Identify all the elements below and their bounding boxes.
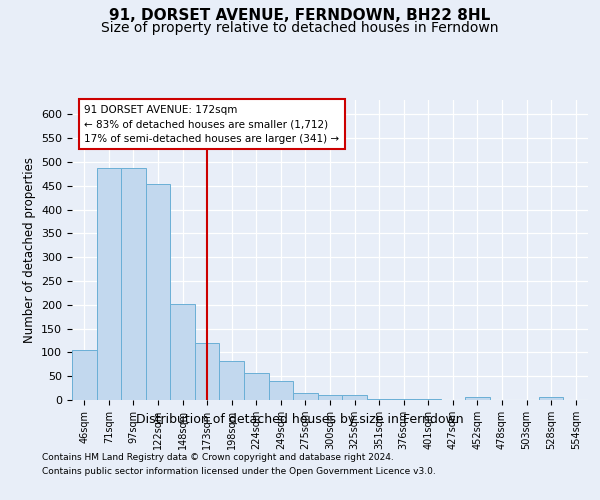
Bar <box>195 343 220 400</box>
Bar <box>391 399 416 400</box>
Bar <box>121 168 146 400</box>
Text: Distribution of detached houses by size in Ferndown: Distribution of detached houses by size … <box>136 412 464 426</box>
Text: 91, DORSET AVENUE, FERNDOWN, BH22 8HL: 91, DORSET AVENUE, FERNDOWN, BH22 8HL <box>109 8 491 22</box>
Text: Size of property relative to detached houses in Ferndown: Size of property relative to detached ho… <box>101 21 499 35</box>
Bar <box>146 184 170 400</box>
Bar <box>318 395 342 400</box>
Bar <box>97 168 121 400</box>
Text: 91 DORSET AVENUE: 172sqm
← 83% of detached houses are smaller (1,712)
17% of sem: 91 DORSET AVENUE: 172sqm ← 83% of detach… <box>84 104 340 144</box>
Bar <box>367 398 391 400</box>
Bar <box>293 393 318 400</box>
Bar <box>269 381 293 400</box>
Bar <box>220 361 244 400</box>
Bar <box>72 350 97 400</box>
Text: Contains public sector information licensed under the Open Government Licence v3: Contains public sector information licen… <box>42 468 436 476</box>
Bar <box>342 395 367 400</box>
Bar <box>170 304 195 400</box>
Bar <box>539 396 563 400</box>
Bar <box>416 398 440 400</box>
Y-axis label: Number of detached properties: Number of detached properties <box>23 157 35 343</box>
Bar <box>244 373 269 400</box>
Text: Contains HM Land Registry data © Crown copyright and database right 2024.: Contains HM Land Registry data © Crown c… <box>42 452 394 462</box>
Bar <box>465 397 490 400</box>
